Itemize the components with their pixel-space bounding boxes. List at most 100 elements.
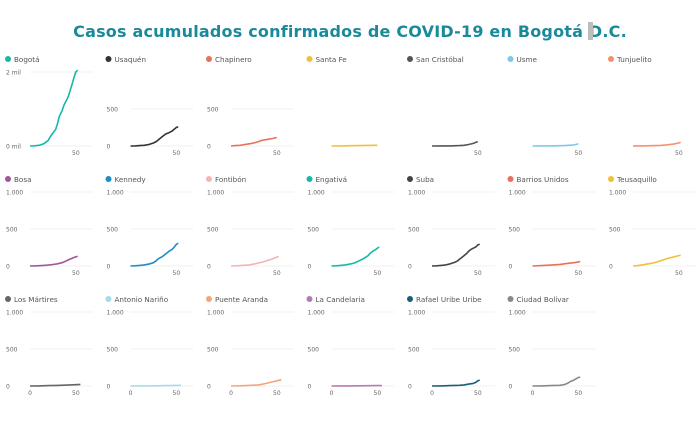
x-tick-label: 50 [474,270,482,277]
x-tick-label: 50 [675,150,683,157]
y-tick-label: 500 [107,227,119,234]
panel-bosa: Bosa 0 500 1.000 50 [5,175,93,277]
y-tick-label: 0 [609,264,613,271]
x-tick-label: 50 [173,150,181,157]
panel-suba: Suba 0 500 1.000 50 [407,175,495,277]
y-tick-label: 500 [509,347,521,354]
panel-santa-fe: Santa Fe [306,55,378,147]
y-tick-label: 1.000 [509,310,526,317]
y-tick-label: 0 [408,384,412,391]
y-tick-label: 1.000 [308,190,325,197]
panel-puente-aranda: Puente Aranda 0 500 1.000 0 50 [206,295,294,397]
y-tick-label: 500 [609,227,621,234]
legend-dot [105,176,112,182]
x-tick-label: 50 [474,390,482,397]
legend-label: Barrios Unidos [517,175,569,184]
legend-label: La Candelaria [316,295,365,304]
y-tick-label: 1.000 [107,310,124,317]
series-line [431,379,480,387]
x-tick-label: 50 [173,270,181,277]
y-tick-label: 0 [308,384,312,391]
panel-ciudad-bolívar: Ciudad Bolívar 0 500 1.000 0 50 [507,295,596,397]
y-tick-label: 0 [207,264,211,271]
panel-la-candelaria: La Candelaria 0 500 1.000 0 50 [306,295,395,397]
series-line [632,141,681,147]
series-line [632,254,681,267]
legend-dot [507,296,514,302]
panel-rafael-uribe-uribe: Rafael Uribe Uribe 0 500 1.000 0 50 [407,295,495,397]
x-tick-label: 50 [72,150,80,157]
y-tick-label: 0 [408,264,412,271]
x-tick-label: 50 [273,390,281,397]
y-tick-label: 0 [107,384,111,391]
legend-dot [5,176,11,182]
y-tick-label: 500 [408,347,420,354]
x-tick-label: 0 [330,390,334,397]
y-tick-label: 0 [107,144,111,151]
x-tick-label: 50 [273,150,281,157]
series-line [431,140,479,147]
y-tick-label: 500 [207,107,219,114]
y-tick-label: 500 [308,227,320,234]
legend-label: Rafael Uribe Uribe [416,295,482,304]
y-tick-label: 0 [107,264,111,271]
legend-label: Usaquén [115,55,147,64]
y-tick-label: 1.000 [107,190,124,197]
y-tick-label: 0 [509,264,513,271]
legend-dot [105,296,112,302]
y-tick-label: 2 mil [6,70,21,77]
series-line [532,260,581,267]
y-tick-label: 1.000 [408,310,425,317]
series-line [331,144,378,147]
legend-label: Bosa [14,175,31,184]
series-line [130,242,179,267]
series-line [130,384,181,387]
legend-label: San Cristóbal [416,55,464,64]
x-tick-label: 0 [129,390,133,397]
legend-dot [105,56,112,62]
y-tick-label: 500 [107,107,119,114]
y-tick-label: 1.000 [408,190,425,197]
legend-dot [407,296,413,302]
legend-dot [5,296,11,302]
y-tick-label: 500 [408,227,420,234]
legend-label: Tunjuelito [616,55,652,64]
x-tick-label: 50 [675,270,683,277]
y-tick-label: 500 [308,347,320,354]
y-tick-label: 500 [107,347,119,354]
series-line [29,255,78,267]
x-tick-label: 50 [374,390,382,397]
x-tick-label: 50 [575,270,583,277]
panel-usme: Usme 50 [507,55,582,157]
legend-label: Chapinero [215,55,252,64]
y-tick-label: 1.000 [207,310,224,317]
y-tick-label: 500 [509,227,521,234]
panel-los-mártires: Los Mártires 0 500 1.000 0 50 [5,295,93,397]
series-line [532,143,579,147]
legend-dot [306,176,313,182]
legend-label: Kennedy [115,175,147,184]
legend-dot [206,176,212,182]
legend-dot [507,56,514,62]
x-tick-label: 0 [229,390,233,397]
panel-antonio-nariño: Antonio Nariño 0 500 1.000 0 50 [105,295,194,397]
legend-dot [306,296,313,302]
series-line [331,246,380,267]
y-tick-label: 0 [207,384,211,391]
y-tick-label: 1.000 [609,190,626,197]
legend-dot [608,56,614,62]
text-cursor [588,22,593,40]
y-tick-label: 500 [207,227,219,234]
legend-label: Engativá [316,175,348,184]
series-line [230,378,282,387]
series-line [29,383,81,387]
series-line [230,136,277,147]
panel-tunjuelito: Tunjuelito 50 [608,55,683,157]
legend-dot [206,56,212,62]
panel-kennedy: Kennedy 0 500 1.000 50 [105,175,194,277]
x-tick-label: 50 [575,390,583,397]
legend-dot [407,56,413,62]
y-tick-label: 0 mil [6,144,21,151]
series-line [431,243,480,267]
